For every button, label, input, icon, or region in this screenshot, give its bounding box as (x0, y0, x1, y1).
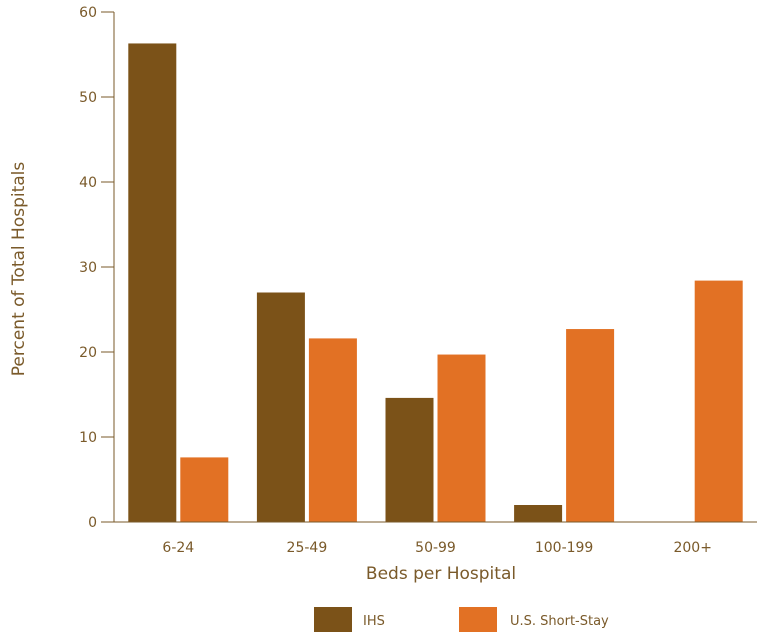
x-tick-label: 6-24 (162, 540, 194, 556)
y-tick-label: 60 (79, 5, 97, 21)
bar-u-s-short-stay-50-99 (437, 354, 486, 522)
bar-u-s-short-stay-25-49 (308, 338, 357, 522)
legend: IHS U.S. Short-Stay (314, 607, 609, 632)
x-axis: 6-24 25-49 50-99 100-199 200+ (114, 521, 757, 556)
y-tick-label: 10 (79, 430, 97, 446)
legend-label: U.S. Short-Stay (510, 614, 609, 629)
x-tick-label: 50-99 (415, 540, 456, 556)
y-tick-label: 40 (79, 175, 97, 191)
bar-u-s-short-stay-100-199 (566, 329, 615, 522)
bars (128, 43, 743, 522)
bar-ihs-100-199 (514, 505, 563, 522)
x-tick-label: 100-199 (535, 540, 594, 556)
bar-ihs-50-99 (385, 397, 434, 522)
y-axis: 0 10 20 30 40 50 60 (79, 5, 115, 531)
legend-label: IHS (363, 614, 385, 629)
bar-u-s-short-stay-200+ (694, 280, 743, 522)
x-tick-label: 200+ (673, 540, 711, 556)
bar-u-s-short-stay-6-24 (180, 457, 229, 522)
x-tick-label: 25-49 (287, 540, 328, 556)
y-axis-title: Percent of Total Hospitals (9, 162, 29, 377)
y-tick-label: 50 (79, 90, 97, 106)
y-tick-label: 20 (79, 345, 97, 361)
y-tick-label: 0 (88, 515, 97, 531)
legend-swatch (459, 607, 497, 632)
y-tick-label: 30 (79, 260, 97, 276)
x-axis-title: Beds per Hospital (366, 564, 516, 584)
bar-ihs-25-49 (256, 292, 305, 522)
legend-swatch (314, 607, 352, 632)
bar-ihs-6-24 (128, 43, 177, 522)
